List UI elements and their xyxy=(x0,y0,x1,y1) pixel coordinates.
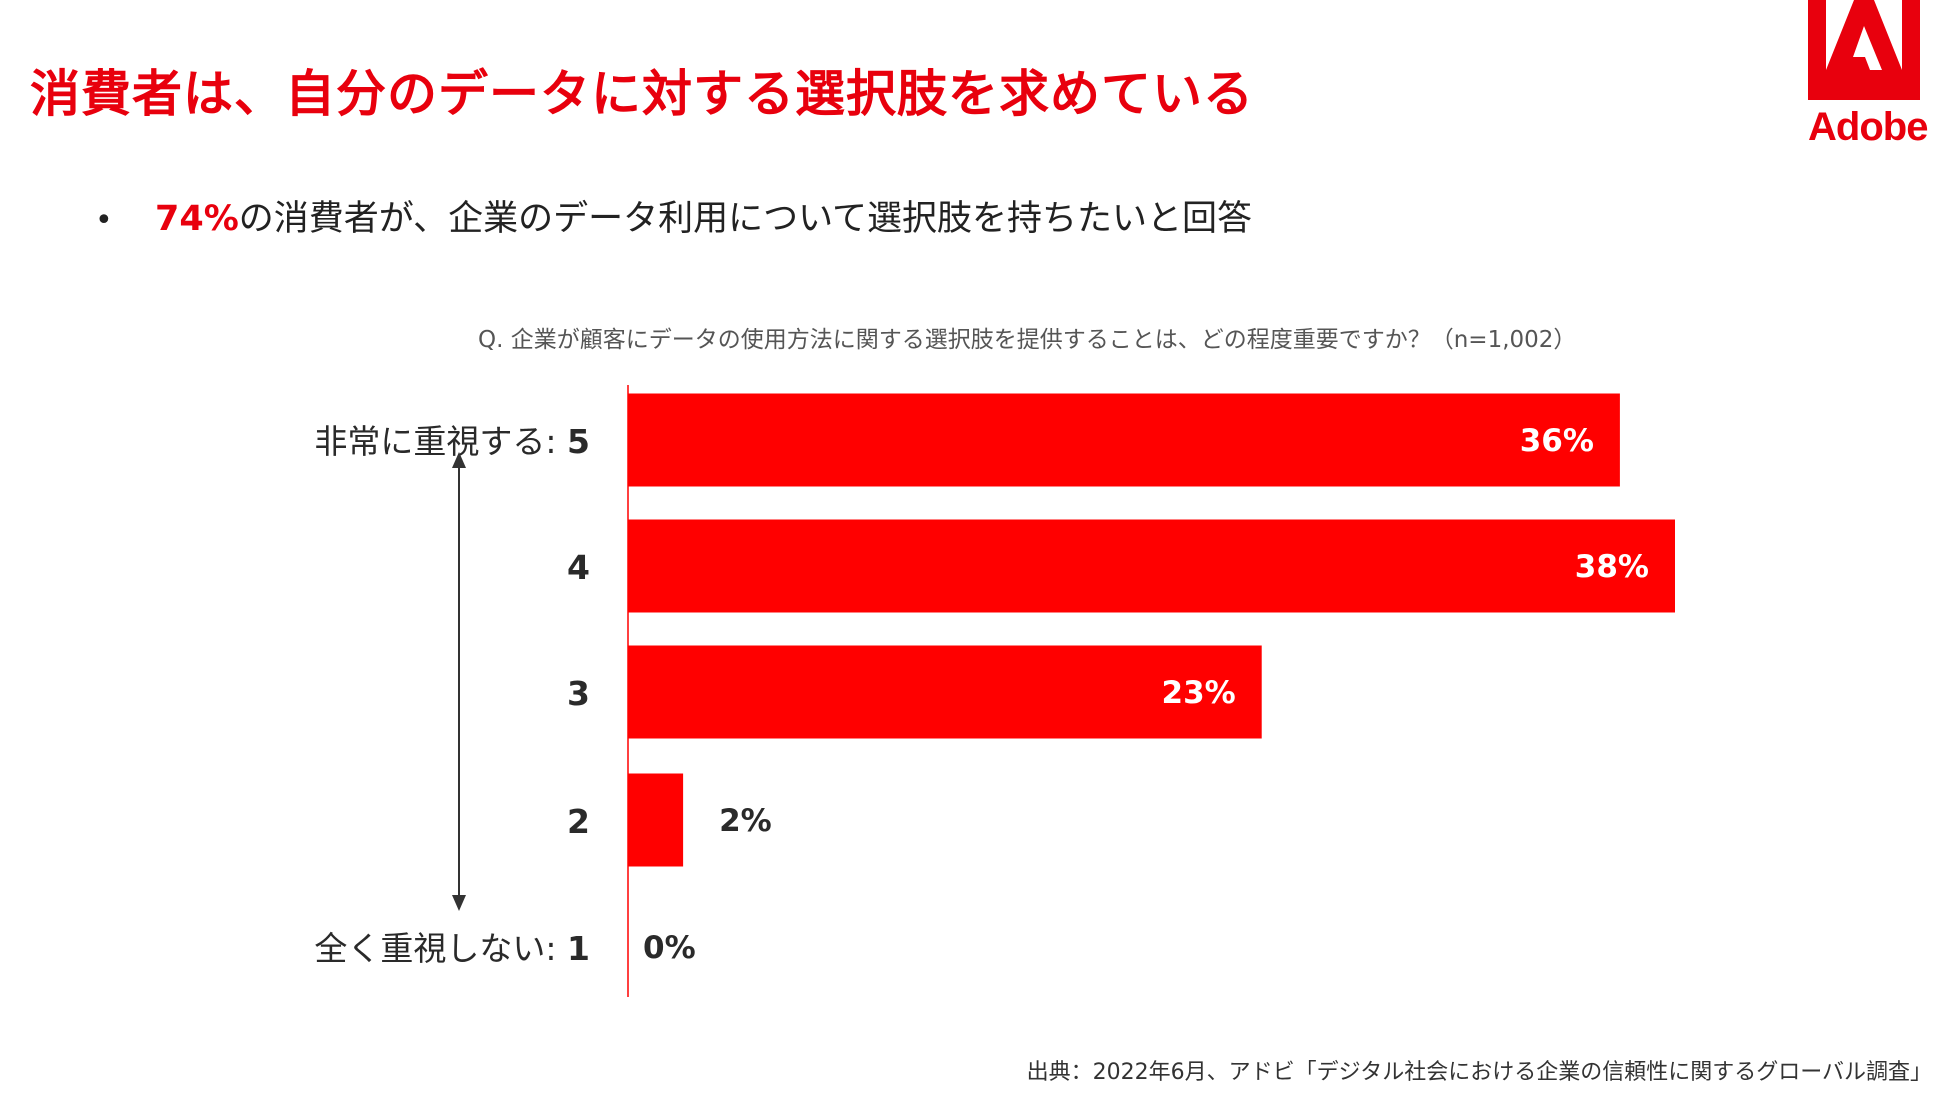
bullet-symbol: • xyxy=(95,203,113,238)
bullet-text: の消費者が、企業のデータ利用について選択肢を持ちたいと回答 xyxy=(238,199,1253,239)
category-label-5: 非常に重視する: 5 xyxy=(314,422,590,461)
adobe-logo-text: Adobe xyxy=(1808,105,1928,149)
bar-chart: 36% 非常に重視する: 5 38% 4 23% 3 2% 2 0% 全く重視しない: 1 xyxy=(314,385,1675,997)
bar-2 xyxy=(628,773,684,867)
adobe-logo-icon xyxy=(1808,0,1920,100)
bar-value-label-5: 36% xyxy=(1520,423,1594,459)
survey-question: Q. 企業が顧客にデータの使用方法に関する選択肢を提供することは、どの程度重要で… xyxy=(478,327,1577,353)
category-label-3: 3 xyxy=(567,674,590,713)
scale-arrow-down-icon xyxy=(452,895,466,911)
source-note: 出典：2022年6月、アドビ「デジタル社会における企業の信頼性に関するグローバル… xyxy=(1026,1060,1932,1085)
scale-arrow-up-icon xyxy=(452,452,466,468)
bullet-highlight: 74% xyxy=(155,199,239,239)
adobe-logo: Adobe xyxy=(1808,0,1928,160)
bar-3 xyxy=(628,645,1262,739)
bar-value-label-3: 23% xyxy=(1162,675,1236,711)
category-label-2: 2 xyxy=(567,802,590,841)
bar-5 xyxy=(628,393,1620,487)
bar-4 xyxy=(628,519,1675,613)
bar-value-label-4: 38% xyxy=(1575,549,1649,585)
category-label-4: 4 xyxy=(567,548,590,587)
bar-value-label-2: 2% xyxy=(719,803,772,839)
bar-value-label-1: 0% xyxy=(643,930,696,966)
category-label-1: 全く重視しない: 1 xyxy=(314,929,590,968)
page-title: 消費者は、自分のデータに対する選択肢を求めている xyxy=(30,65,1254,123)
key-finding-bullet: • 74%の消費者が、企業のデータ利用について選択肢を持ちたいと回答 xyxy=(95,190,1252,241)
